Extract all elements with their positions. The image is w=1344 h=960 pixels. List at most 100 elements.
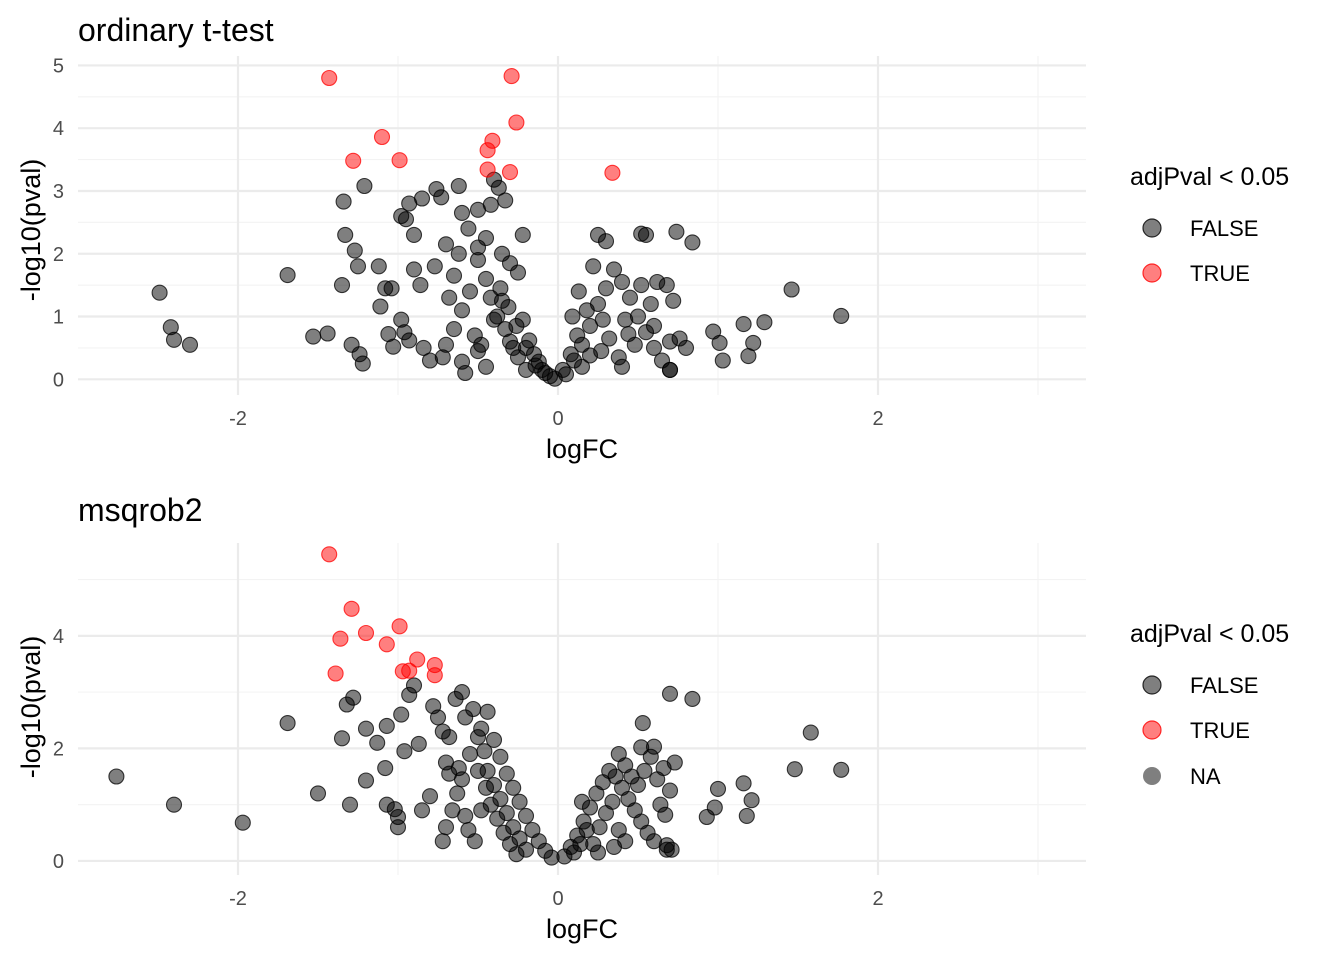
data-point-false xyxy=(645,738,663,755)
y-tick-label: 0 xyxy=(53,851,64,873)
data-point-false xyxy=(663,841,680,858)
data-point-false xyxy=(477,270,495,287)
data-point-false xyxy=(665,292,682,309)
data-point-false xyxy=(661,685,679,702)
data-point-false xyxy=(429,709,447,726)
data-point-false xyxy=(181,336,199,353)
x-tick-label: 0 xyxy=(552,888,563,910)
data-point-false xyxy=(319,325,336,342)
data-point-false xyxy=(450,245,467,262)
data-point-false xyxy=(397,211,415,228)
data-point-false xyxy=(658,277,675,294)
data-point-false xyxy=(473,336,490,353)
data-point-false xyxy=(661,333,679,350)
y-tick-label: 5 xyxy=(53,55,64,77)
y-tick-labels: 0 2 4 xyxy=(53,626,64,873)
data-point-true xyxy=(321,69,338,87)
data-point-false xyxy=(745,334,762,351)
data-point-false xyxy=(453,302,471,319)
legend-key-na xyxy=(1143,767,1161,785)
data-point-false xyxy=(357,772,375,789)
data-point-false xyxy=(637,226,655,243)
data-point-false xyxy=(441,729,458,746)
data-point-false xyxy=(401,332,418,349)
data-point-true xyxy=(345,152,362,169)
data-point-true xyxy=(373,128,391,146)
data-point-true xyxy=(501,164,519,181)
data-point-false xyxy=(433,189,450,206)
data-point-false xyxy=(482,196,499,213)
data-point-false xyxy=(511,793,528,810)
data-point-false xyxy=(415,339,432,356)
data-point-false xyxy=(305,328,322,345)
y-tick-label: 4 xyxy=(53,118,64,140)
data-point-true xyxy=(391,618,408,635)
data-point-false xyxy=(743,792,760,809)
data-point-false xyxy=(517,841,535,858)
data-point-false xyxy=(554,361,571,378)
data-point-false xyxy=(668,223,685,240)
data-point-false xyxy=(393,706,410,723)
legend: adjPval < 0.05 FALSE TRUE xyxy=(1130,163,1289,286)
gridlines xyxy=(78,543,1086,875)
legend-key-true xyxy=(1142,263,1162,283)
data-point-false xyxy=(589,844,607,861)
data-point-false xyxy=(469,729,487,746)
data-point-false xyxy=(645,339,663,356)
data-point-false xyxy=(165,331,183,348)
data-point-false xyxy=(489,308,506,325)
data-point-false xyxy=(485,776,503,794)
data-point-true xyxy=(401,662,418,679)
data-point-false xyxy=(505,779,522,796)
data-point-false xyxy=(473,802,490,819)
data-point-false xyxy=(389,819,407,836)
legend-label-true: TRUE xyxy=(1190,261,1250,286)
data-point-false xyxy=(450,177,467,195)
data-point-false xyxy=(369,734,386,751)
y-tick-label: 2 xyxy=(53,738,64,760)
data-point-false xyxy=(714,352,731,369)
y-tick-label: 4 xyxy=(53,626,64,648)
data-point-false xyxy=(413,802,431,819)
data-point-true xyxy=(479,142,496,159)
y-tick-label: 0 xyxy=(53,369,64,391)
data-point-false xyxy=(337,226,354,243)
data-point-false xyxy=(405,226,423,243)
data-point-false xyxy=(738,807,755,824)
data-point-false xyxy=(333,730,351,747)
data-point-false xyxy=(445,321,463,338)
data-point-false xyxy=(509,264,527,281)
data-point-false xyxy=(349,258,367,275)
data-point-false xyxy=(457,364,474,382)
data-point-false xyxy=(786,761,803,778)
data-point-false xyxy=(372,298,389,315)
panel-ordinary-t-test: ordinary t-test 0 1 2 3 4 5 -2 0 2 logFC… xyxy=(16,12,1289,464)
data-point-false xyxy=(645,317,663,334)
data-point-false xyxy=(437,819,455,836)
x-axis-title: logFC xyxy=(546,434,618,464)
data-point-false xyxy=(461,283,479,300)
legend-title: adjPval < 0.05 xyxy=(1130,163,1289,191)
data-point-false xyxy=(482,289,499,306)
data-point-false xyxy=(453,204,471,221)
data-point-false xyxy=(569,327,586,344)
data-point-true xyxy=(479,161,496,178)
data-point-true xyxy=(357,624,375,642)
data-point-false xyxy=(756,314,773,331)
data-point-false xyxy=(479,762,496,779)
data-point-true xyxy=(327,665,344,682)
data-point-false xyxy=(597,233,615,250)
data-point-false xyxy=(802,724,819,741)
data-point-false xyxy=(517,339,535,356)
x-tick-label: -2 xyxy=(229,408,247,430)
data-points xyxy=(108,546,850,866)
data-point-false xyxy=(564,308,581,325)
chart-title: ordinary t-test xyxy=(78,12,274,48)
y-tick-label: 1 xyxy=(53,307,64,329)
data-point-false xyxy=(492,790,509,808)
data-point-false xyxy=(514,226,531,243)
data-point-false xyxy=(633,277,650,294)
data-point-false xyxy=(309,785,327,802)
data-point-false xyxy=(465,700,482,718)
